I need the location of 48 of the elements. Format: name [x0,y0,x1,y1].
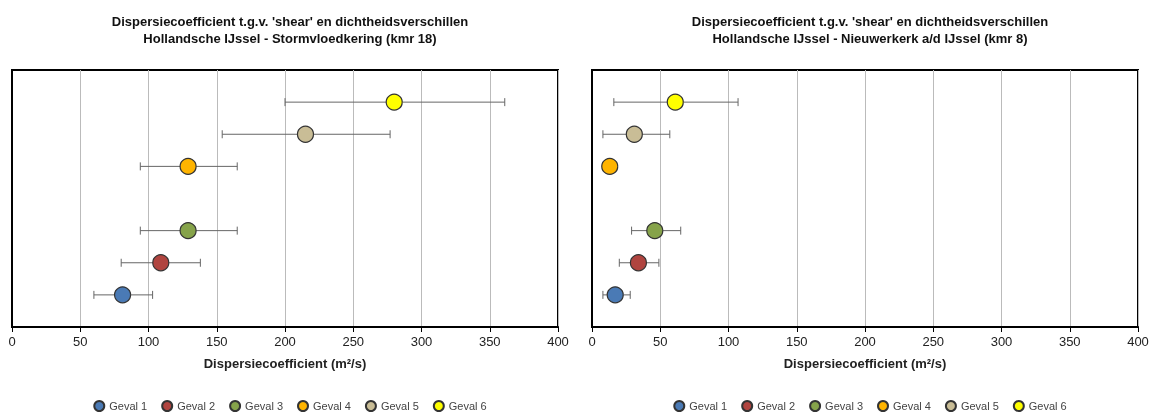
x-tick-label: 100 [137,334,160,349]
point [113,286,132,304]
point [666,93,684,111]
point [296,125,315,143]
x-tick-label: 250 [922,334,945,349]
legend-label: Geval 3 [825,400,864,412]
point [601,157,619,175]
x-tick-label: 0 [588,334,596,349]
point [385,93,403,111]
x-tick-label: 50 [653,334,668,349]
x-tick-label: 200 [274,334,296,349]
legend-label: Geval 2 [177,400,216,412]
point [606,286,624,304]
point [625,125,643,143]
x-tick-label: 300 [990,334,1013,349]
point [152,254,170,272]
chart-subtitle: Hollandsche IJssel - Stormvloedkering (kmr 18) [143,31,437,46]
x-tick-label: 50 [73,334,88,349]
legend-label: Geval 6 [448,400,487,412]
legend-label: Geval 4 [313,400,351,412]
x-tick-label: 250 [342,334,365,349]
legend-label: Geval 1 [109,400,148,412]
point [179,157,197,175]
legend-label: Geval 1 [689,400,728,412]
x-tick-label: 100 [717,334,740,349]
x-tick-label: 150 [785,334,808,349]
chart-title: Dispersiecoefficient t.g.v. 'shear' en dichtheidsverschillen [691,14,1049,29]
legend-label: Geval 3 [245,400,284,412]
x-tick-label: 200 [854,334,876,349]
x-tick-label: 350 [478,334,501,349]
point [646,222,664,240]
x-tick-label: 400 [1127,334,1149,349]
x-tick-label: 300 [410,334,433,349]
point [629,254,648,272]
x-tick-label: 350 [1058,334,1081,349]
legend-label: Geval 4 [893,400,931,412]
point [179,222,197,240]
x-axis-title: Dispersiecoefficient (m²/s) [203,356,367,371]
chart-subtitle: Hollandsche IJssel - Nieuwerkerk a/d IJssel (kmr 8) [712,31,1028,46]
legend-label: Geval 5 [960,400,999,412]
x-tick-label: 0 [8,334,16,349]
chart-title: Dispersiecoefficient t.g.v. 'shear' en dichtheidsverschillen [111,14,469,29]
x-axis-title: Dispersiecoefficient (m²/s) [783,356,947,371]
legend-label: Geval 6 [1028,400,1067,412]
x-tick-label: 400 [547,334,569,349]
legend-label: Geval 2 [757,400,796,412]
x-tick-label: 150 [205,334,228,349]
legend-label: Geval 5 [380,400,419,412]
